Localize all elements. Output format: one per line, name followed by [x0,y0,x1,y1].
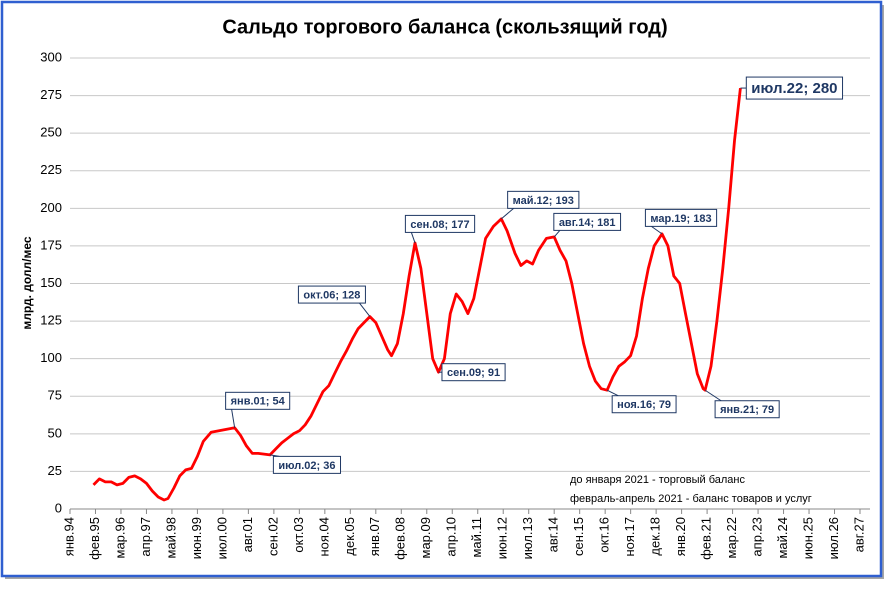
annotation-label: сен.09; 91 [447,367,500,379]
annotation: янв.21; 79 [704,389,780,419]
annotation-label: июл.02; 36 [278,460,335,472]
annotation-box [644,208,718,227]
annotation: май.12; 193 [500,190,580,220]
x-tick-label: фев.08 [393,517,408,560]
x-tick-label: ноя.04 [316,517,331,557]
x-tick-label: июн.12 [495,517,510,559]
annotation-leader [500,207,514,220]
y-tick-label: 175 [40,237,62,252]
annotation-box [404,214,476,233]
annotation-box [272,455,342,474]
annotation-leader [553,230,561,238]
annotation: окт.06; 128 [297,285,371,317]
annotation-box [507,190,580,209]
y-tick-label: 25 [48,463,62,478]
note: февраль-апрель 2021 - баланс товаров и у… [570,493,812,505]
annotation-label: мар.19; 183 [650,213,711,225]
annotation-leader [651,225,663,235]
x-tick-label: дек.05 [342,517,357,556]
annotation: сен.08; 177 [404,214,476,244]
x-tick-label: янв.07 [367,517,382,556]
x-tick-label: фев.95 [87,517,102,560]
x-tick-label: мар.09 [418,517,433,558]
y-tick-label: 50 [48,425,62,440]
x-tick-label: авг.27 [851,517,866,552]
annotation: янв.01; 54 [225,391,291,428]
annotation-box [714,400,780,419]
x-tick-label: авг.14 [546,517,561,552]
annotation-label: окт.06; 128 [303,289,360,301]
annotation: июл.22; 280 [740,76,844,100]
y-tick-label: 150 [40,275,62,290]
x-tick-label: апр.97 [138,517,153,557]
x-tick-label: май.24 [775,517,790,559]
y-tick-label: 125 [40,313,62,328]
annotation-label: июл.22; 280 [751,80,837,97]
annotation-label: сен.08; 177 [410,219,469,231]
x-tick-label: май.11 [469,517,484,558]
annotation-label: авг.14; 181 [559,217,616,229]
annotation: ноя.16; 79 [606,389,677,414]
y-tick-label: 250 [40,125,62,140]
annotation-box [297,285,366,304]
x-tick-label: мар.22 [724,517,739,558]
annotation-label: май.12; 193 [513,195,574,207]
annotation-leader [359,302,371,317]
x-tick-label: апр.10 [444,517,459,557]
annotation: июл.02; 36 [269,454,342,474]
x-tick-label: дек.18 [648,517,663,556]
annotation-box [441,363,506,382]
annotation-leader [410,232,416,244]
x-tick-label: июл.13 [520,517,535,559]
annotation-leader [606,389,619,397]
y-tick-label: 225 [40,162,62,177]
data-line [92,87,742,502]
x-tick-label: янв.20 [673,517,688,556]
x-tick-label: июн.25 [800,517,815,559]
x-tick-label: июл.00 [214,517,229,559]
x-tick-label: май.98 [163,517,178,559]
annotation: мар.19; 183 [644,208,718,235]
y-tick-label: 300 [40,49,62,64]
x-tick-label: ноя.17 [622,517,637,557]
y-tick-label: 0 [55,500,62,515]
annotation-box [553,212,622,231]
annotation-leader [704,389,722,402]
y-tick-label: 275 [40,87,62,102]
annotation-box [611,395,677,414]
annotation-box [225,391,291,410]
x-tick-label: сен.15 [571,517,586,556]
x-tick-label: сен.02 [265,517,280,556]
annotation-label: янв.01; 54 [231,396,286,408]
x-tick-label: авг.01 [240,517,255,552]
x-tick-label: окт.16 [597,517,612,553]
annotation: сен.09; 91 [438,363,506,382]
annotation-box [745,76,844,100]
chart-title: Сальдо торгового баланса (скользящий год… [222,16,667,38]
x-tick-label: янв.94 [61,517,76,556]
x-tick-label: апр.23 [750,517,765,557]
x-tick-label: июн.99 [189,517,204,559]
x-tick-label: окт.03 [291,517,306,553]
note: до января 2021 - торговый баланс [570,474,745,486]
y-tick-label: 100 [40,350,62,365]
annotation-leader [231,409,236,428]
x-tick-label: мар.96 [112,517,127,558]
annotation-label: янв.21; 79 [720,404,774,416]
y-tick-label: 75 [48,388,62,403]
annotation-label: ноя.16; 79 [617,399,671,411]
y-axis-label: млрд. долл/мес [20,236,34,329]
x-tick-label: фев.21 [699,517,714,560]
x-tick-label: июл.26 [826,517,841,559]
y-tick-label: 200 [40,200,62,215]
frame [0,0,883,578]
annotation: авг.14; 181 [553,212,622,238]
